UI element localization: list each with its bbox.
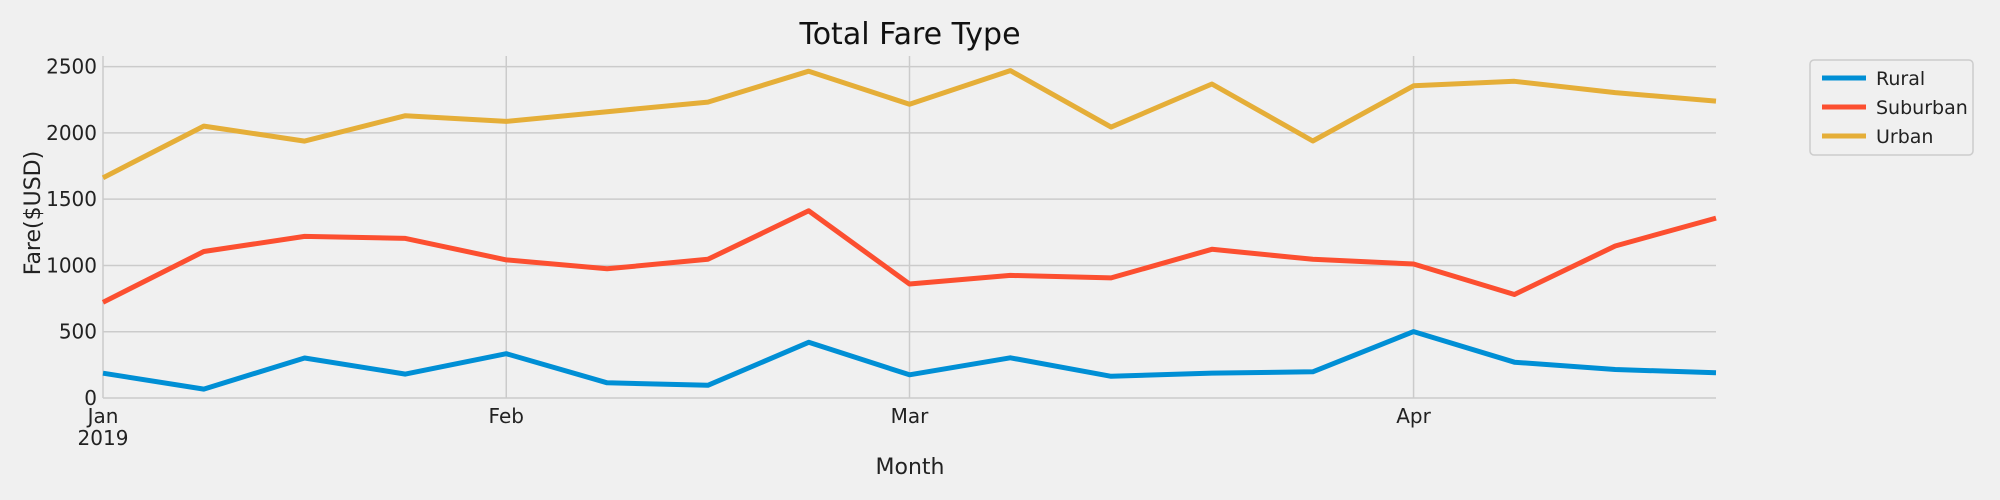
x-tick-label: Jan xyxy=(86,404,119,428)
series-line-rural xyxy=(102,329,1717,392)
legend: Rural Suburban Urban xyxy=(1809,59,1974,156)
x-tick-label: Mar xyxy=(891,404,930,428)
series-line-urban xyxy=(101,68,1717,181)
y-tick-label: 500 xyxy=(59,320,97,344)
legend-label-rural: Rural xyxy=(1876,68,1925,90)
series-lines xyxy=(101,68,1717,392)
legend-label-suburban: Suburban xyxy=(1876,97,1968,119)
y-tick-label: 1000 xyxy=(46,253,97,277)
x-tick-sublabel: 2019 xyxy=(78,426,129,450)
series-line-suburban xyxy=(101,208,1717,305)
x-axis-label: Month xyxy=(876,455,945,480)
y-tick-label: 2500 xyxy=(46,55,97,79)
y-tick-label: 1500 xyxy=(46,187,97,211)
grid-lines xyxy=(102,56,1716,399)
legend-label-urban: Urban xyxy=(1876,126,1933,148)
legend-box xyxy=(1809,59,1974,156)
y-tick-label: 2000 xyxy=(46,121,97,145)
y-tick-label: 0 xyxy=(84,386,97,410)
y-axis-label: Fare($USD) xyxy=(21,151,46,275)
x-tick-label: Feb xyxy=(489,404,524,428)
chart-title: Total Fare Type xyxy=(798,17,1020,52)
x-tick-label: Apr xyxy=(1396,404,1431,428)
